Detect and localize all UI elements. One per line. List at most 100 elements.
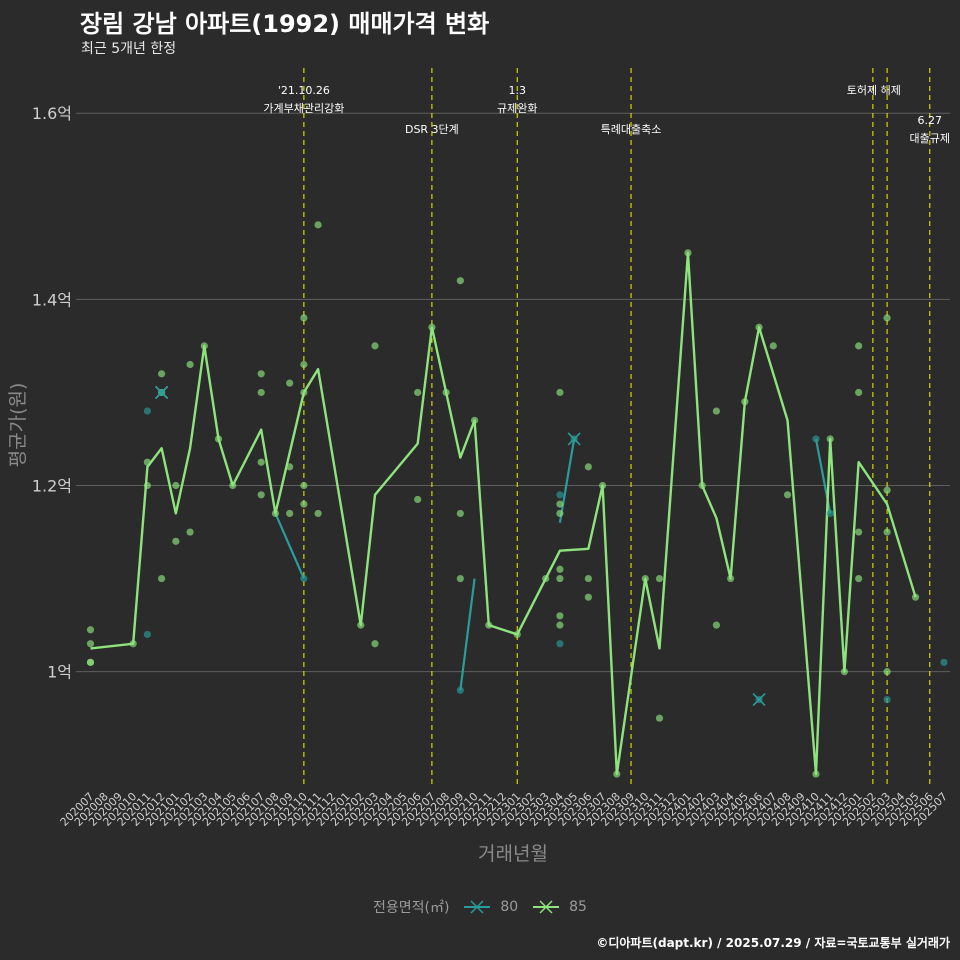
series-85-point xyxy=(442,388,450,397)
series-85-point xyxy=(883,668,891,676)
series-85-point xyxy=(456,509,464,518)
series-85-point xyxy=(712,621,721,629)
series-85-point xyxy=(229,481,237,490)
y-tick-label: 1.4억 xyxy=(32,290,72,309)
series-85-point xyxy=(371,342,379,350)
series-85-point xyxy=(286,463,294,471)
series-85-point xyxy=(855,342,863,350)
series-85-point xyxy=(129,640,137,648)
series-85-point xyxy=(186,528,194,536)
series-85-point xyxy=(214,435,223,443)
series-85-point xyxy=(741,398,749,406)
legend-key-80 xyxy=(463,900,490,914)
series-85-point xyxy=(314,221,322,229)
series-85-point xyxy=(257,370,265,378)
series-85-point xyxy=(556,388,564,397)
y-tick-label: 1.2억 xyxy=(32,477,72,496)
series-80-line xyxy=(274,512,305,580)
event-label: 규제완화 xyxy=(497,102,537,115)
y-tick-label: 1억 xyxy=(47,663,72,682)
x-axis-title: 거래년월 xyxy=(478,843,548,865)
series-85-point xyxy=(812,770,820,778)
chart-subtitle: 최근 5개년 한정 xyxy=(81,41,177,57)
legend-label-80: 80 xyxy=(500,899,519,915)
series-80-point xyxy=(456,686,464,694)
legend: 전용면적(㎡) 80 85 xyxy=(0,897,960,917)
series-85-point xyxy=(613,770,621,778)
series-85-point xyxy=(357,621,365,629)
event-label: 6.27 xyxy=(918,114,943,127)
series-85-point xyxy=(769,342,777,350)
series-85-point xyxy=(158,574,166,583)
series-85-point xyxy=(883,528,891,536)
series-85-point xyxy=(556,612,564,620)
series-85-point xyxy=(300,314,308,322)
series-85-point xyxy=(158,370,166,378)
series-80-point xyxy=(556,640,564,648)
series-85-point xyxy=(257,491,265,499)
series-85-point xyxy=(257,388,265,397)
legend-label-85: 85 xyxy=(569,899,587,915)
series-85-point xyxy=(300,481,308,490)
series-85-point xyxy=(655,574,664,583)
series-85-point xyxy=(414,495,422,504)
series-85-point xyxy=(641,574,649,583)
series-85-point xyxy=(584,593,592,601)
series-85-point xyxy=(470,416,479,424)
event-label: '21.10.26 xyxy=(278,84,330,97)
series-85-point xyxy=(257,458,265,466)
series-85-point xyxy=(172,537,180,545)
series-85-point xyxy=(300,500,308,508)
series-80-point xyxy=(143,630,151,639)
series-80-line xyxy=(459,578,476,691)
series-85-point xyxy=(840,668,849,676)
series-85-point xyxy=(542,574,550,583)
series-80-point xyxy=(300,574,308,583)
series-85-point xyxy=(86,640,95,648)
series-85-point xyxy=(456,574,464,583)
series-85-point xyxy=(584,463,592,471)
series-85-point xyxy=(414,388,422,397)
series-80-cross-mark xyxy=(155,385,169,399)
series-85-point xyxy=(883,486,891,494)
series-85-point xyxy=(513,630,521,639)
series-85-point xyxy=(755,323,763,331)
series-85-point xyxy=(485,621,493,629)
series-85-point xyxy=(826,435,834,443)
legend-title: 전용면적(㎡) xyxy=(373,900,450,916)
series-85-line xyxy=(90,251,917,776)
series-85-point xyxy=(143,481,151,490)
series-85-point xyxy=(556,574,564,583)
series-85-point xyxy=(712,407,721,415)
series-85-point xyxy=(428,323,436,331)
series-85-point xyxy=(456,277,464,285)
series-85-point xyxy=(286,509,294,518)
series-80-point xyxy=(143,407,151,415)
series-85-point xyxy=(143,458,151,466)
series-85-point xyxy=(584,574,592,583)
legend-key-85 xyxy=(532,900,559,914)
series-85-point xyxy=(200,342,208,350)
series-85-point xyxy=(727,574,735,583)
series-85-point xyxy=(599,481,607,490)
series-85-point xyxy=(556,565,564,573)
series-85-point xyxy=(855,388,863,397)
series-85-point xyxy=(684,249,692,257)
series-80-point xyxy=(556,491,564,499)
series-85-point xyxy=(286,379,294,387)
series-80-cross-mark xyxy=(567,432,581,446)
series-85-point xyxy=(556,509,564,518)
y-tick-label: 1.6억 xyxy=(32,104,72,123)
chart-title: 장림 강남 아파트(1992) 매매가격 변화 xyxy=(80,10,490,38)
event-label: DSR 3단계 xyxy=(405,123,459,136)
series-85-point xyxy=(86,658,95,666)
series-80-line xyxy=(558,438,576,523)
event-label: 가계부채관리강화 xyxy=(263,102,344,115)
series-85-point xyxy=(855,574,863,583)
event-label: 토허제 해제 xyxy=(847,83,901,97)
series-85-point xyxy=(314,509,322,518)
series-85-point xyxy=(300,360,308,369)
series-85-point xyxy=(271,509,280,518)
series-85-point xyxy=(86,626,95,634)
series-85-point xyxy=(186,360,194,369)
